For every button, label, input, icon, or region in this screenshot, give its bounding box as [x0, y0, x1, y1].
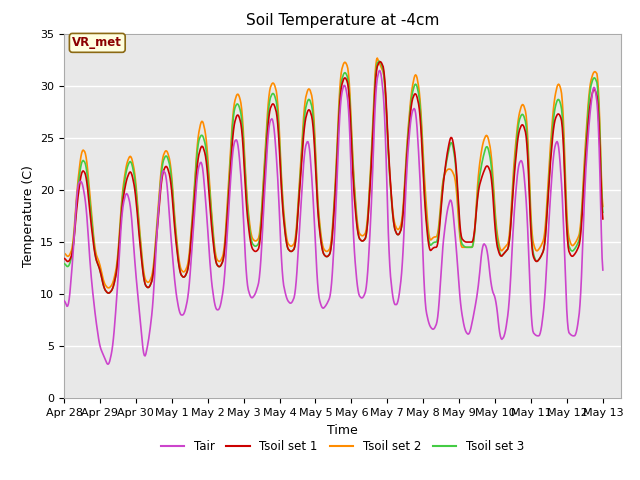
Line: Tair: Tair	[64, 71, 603, 364]
Tsoil set 1	[540, 246, 548, 252]
Tair	[545, 217, 553, 223]
Tsoil set 3	[552, 103, 559, 108]
Tsoil set 3	[60, 261, 68, 266]
Tsoil set 2	[552, 90, 559, 96]
Tsoil set 1	[60, 255, 68, 261]
Tair	[599, 267, 607, 273]
Text: VR_met: VR_met	[72, 36, 122, 49]
Tsoil set 3	[545, 174, 553, 180]
Tsoil set 2	[353, 212, 360, 217]
Tsoil set 3	[353, 217, 360, 223]
Tsoil set 3	[104, 290, 112, 296]
Tair	[376, 68, 383, 73]
Tsoil set 3	[562, 202, 570, 208]
Legend: Tair, Tsoil set 1, Tsoil set 2, Tsoil set 3: Tair, Tsoil set 1, Tsoil set 2, Tsoil se…	[156, 436, 529, 458]
Tsoil set 2	[373, 55, 381, 61]
Tair	[60, 298, 68, 304]
Title: Soil Temperature at -4cm: Soil Temperature at -4cm	[246, 13, 439, 28]
Line: Tsoil set 1: Tsoil set 1	[64, 62, 603, 293]
Tair	[552, 141, 559, 147]
Tair	[562, 290, 570, 296]
X-axis label: Time: Time	[327, 424, 358, 437]
Tsoil set 1	[353, 220, 360, 226]
Tair	[540, 304, 548, 310]
Tsoil set 2	[545, 164, 553, 169]
Tsoil set 1	[545, 179, 553, 185]
Tsoil set 3	[540, 246, 548, 252]
Line: Tsoil set 2: Tsoil set 2	[64, 58, 603, 288]
Tair	[152, 244, 160, 250]
Y-axis label: Temperature (C): Temperature (C)	[22, 165, 35, 267]
Tsoil set 1	[104, 290, 112, 296]
Tsoil set 3	[599, 209, 607, 215]
Tsoil set 1	[552, 115, 559, 121]
Tair	[353, 276, 360, 282]
Tsoil set 1	[562, 209, 570, 215]
Tsoil set 2	[60, 250, 68, 256]
Tsoil set 1	[376, 59, 384, 65]
Tsoil set 2	[562, 190, 570, 196]
Tsoil set 2	[104, 285, 112, 291]
Tsoil set 3	[152, 236, 160, 242]
Tair	[104, 361, 112, 367]
Line: Tsoil set 3: Tsoil set 3	[64, 61, 603, 293]
Tsoil set 2	[599, 204, 607, 209]
Tsoil set 1	[152, 240, 160, 245]
Tsoil set 3	[376, 59, 383, 64]
Tsoil set 2	[540, 235, 548, 241]
Tsoil set 2	[152, 231, 160, 237]
Tsoil set 1	[599, 216, 607, 222]
